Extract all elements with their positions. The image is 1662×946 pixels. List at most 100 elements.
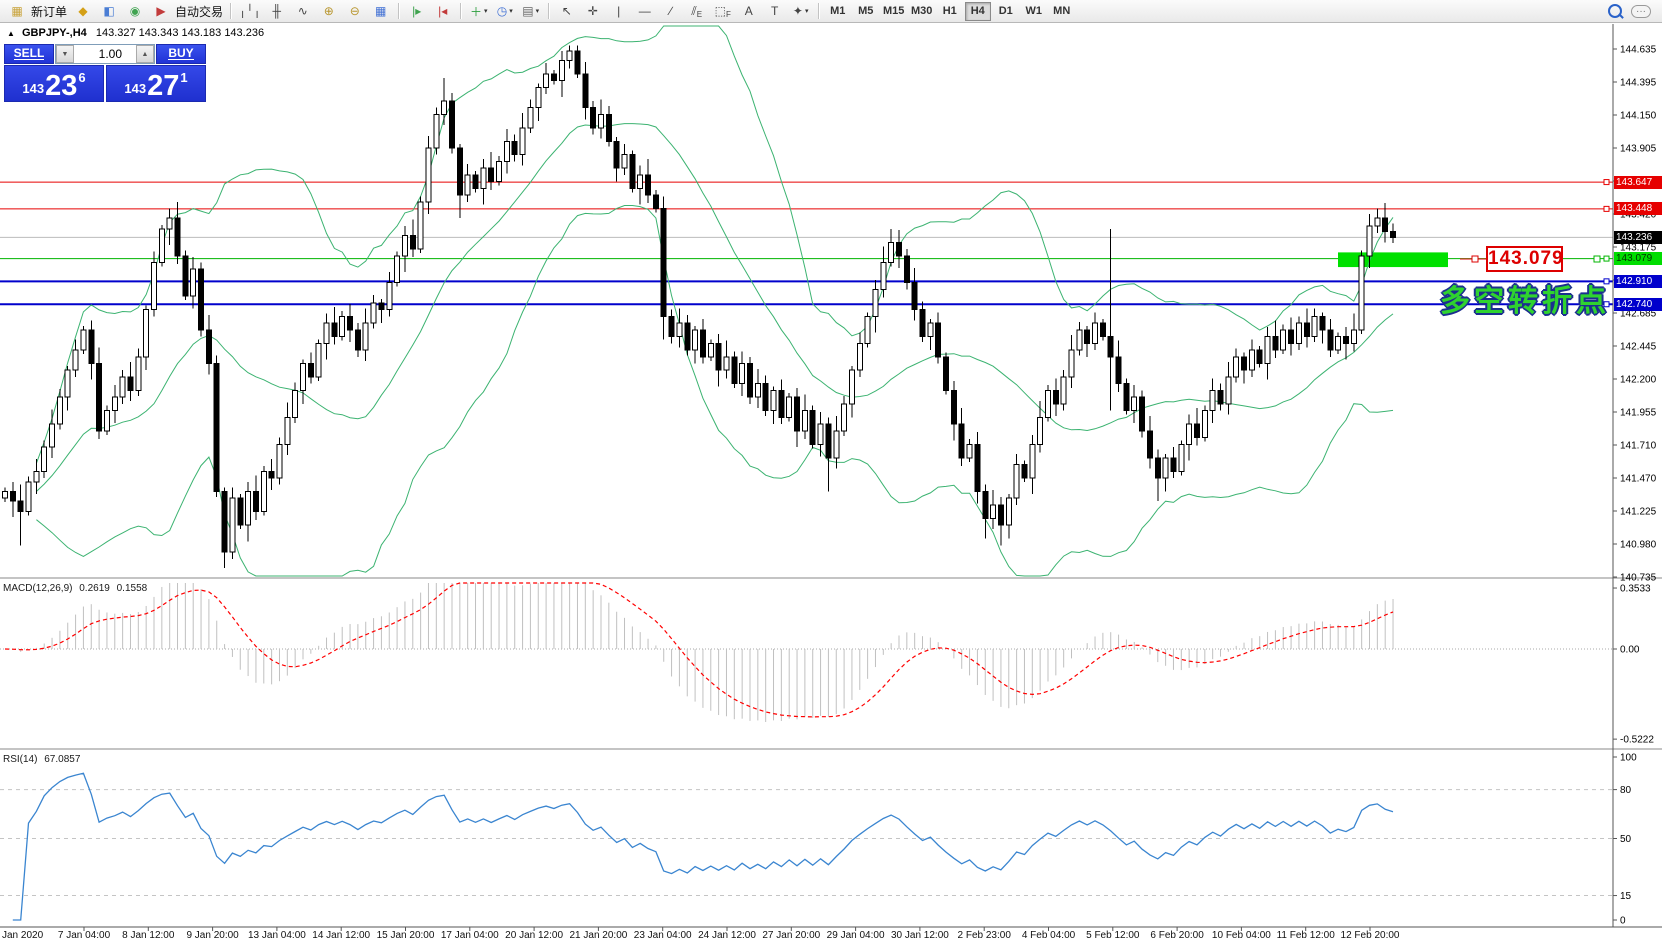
svg-text:21 Jan 20:00: 21 Jan 20:00 bbox=[569, 930, 627, 941]
svg-text:142.445: 142.445 bbox=[1620, 342, 1657, 353]
horizontal-line-objects[interactable] bbox=[0, 179, 1613, 308]
svg-text:0.3533: 0.3533 bbox=[1620, 584, 1651, 595]
new-order-label[interactable]: 新订单 bbox=[31, 4, 68, 19]
symbol-arrow-icon: ▲ bbox=[7, 29, 15, 38]
svg-text:20 Jan 12:00: 20 Jan 12:00 bbox=[505, 930, 563, 941]
timeframe-m15-button[interactable]: M15 bbox=[883, 5, 905, 17]
svg-text:0.00: 0.00 bbox=[1620, 645, 1640, 656]
macd-histogram bbox=[12, 583, 1394, 723]
toolbar-separator bbox=[817, 3, 820, 19]
text-label-button[interactable]: T bbox=[762, 1, 788, 22]
svg-text:140.980: 140.980 bbox=[1620, 540, 1657, 551]
svg-text:12 Feb 20:00: 12 Feb 20:00 bbox=[1341, 930, 1400, 941]
tile-windows-icon: ▦ bbox=[375, 4, 387, 18]
timeframe-d1-button[interactable]: D1 bbox=[998, 5, 1013, 17]
annotation-text-object[interactable]: 多空转折点 bbox=[1440, 285, 1610, 318]
chart-shift-button[interactable]: |◂ bbox=[430, 1, 456, 22]
macd-label: MACD(12,26,9) 0.2619 0.1558 bbox=[3, 583, 148, 594]
line-chart-icon: ∿ bbox=[297, 4, 308, 18]
dropdown-caret-icon: ▾ bbox=[509, 8, 513, 15]
svg-text:Jan 2020: Jan 2020 bbox=[2, 930, 44, 941]
trendline-icon: ∕ bbox=[669, 4, 672, 18]
volume-decrease-button[interactable]: ▼ bbox=[56, 45, 74, 63]
timeframe-h1-button[interactable]: H1 bbox=[942, 5, 957, 17]
periods-button[interactable]: ◷ ▾ bbox=[492, 1, 518, 22]
chat-button[interactable]: ··· bbox=[1628, 1, 1654, 22]
svg-text:142.200: 142.200 bbox=[1620, 375, 1657, 386]
vertical-line-button[interactable]: | bbox=[606, 1, 632, 22]
volume-increase-button[interactable]: ▲ bbox=[136, 45, 154, 63]
toolbar-separator bbox=[230, 3, 233, 19]
toolbar: ▦ 新订单 ◆ ◧ ◉ ▶ 自动交易 ╷╵╷ ╫ ∿ ⊕ ⊖ ▦ |▸ |◂ ＋ ▾ ◷ ▾ ▤ ▾ ↖ ✛… bbox=[0, 0, 1662, 23]
green-rectangle-object[interactable] bbox=[1338, 252, 1448, 268]
timeframe-h4-button[interactable]: H4 bbox=[964, 1, 991, 21]
line-chart-button[interactable]: ∿ bbox=[290, 1, 316, 22]
timeframe-m5-button[interactable]: M5 bbox=[858, 5, 874, 17]
buy-button[interactable]: BUY bbox=[156, 44, 206, 64]
svg-text:11 Feb 12:00: 11 Feb 12:00 bbox=[1277, 930, 1336, 941]
timeframe-mn-button[interactable]: MN bbox=[1053, 5, 1071, 17]
svg-text:141.225: 141.225 bbox=[1620, 507, 1657, 518]
svg-text:50: 50 bbox=[1620, 834, 1632, 845]
bar-chart-button[interactable]: ╷╵╷ bbox=[236, 1, 264, 22]
svg-text:142.685: 142.685 bbox=[1620, 309, 1657, 320]
price-badge-142.740: 142.740 bbox=[1614, 297, 1662, 311]
zoom-out-button[interactable]: ⊖ bbox=[342, 1, 368, 22]
market-watch-icon: ◧ bbox=[103, 4, 115, 18]
svg-text:144.395: 144.395 bbox=[1620, 78, 1657, 89]
cursor-button[interactable]: ↖ bbox=[554, 1, 580, 22]
bid-price[interactable]: 143 23 6 bbox=[4, 65, 104, 102]
svg-text:23 Jan 04:00: 23 Jan 04:00 bbox=[634, 930, 692, 941]
signals-icon: ◉ bbox=[129, 4, 141, 18]
equidistant-channel-icon: ⫽ bbox=[691, 3, 697, 18]
candlestick-chart-button[interactable]: ╫ bbox=[264, 1, 290, 22]
templates-button[interactable]: ▤ ▾ bbox=[518, 1, 544, 22]
icon-subscript: F bbox=[725, 9, 731, 19]
svg-text:15 Jan 20:00: 15 Jan 20:00 bbox=[377, 930, 435, 941]
auto-scroll-button[interactable]: |▸ bbox=[404, 1, 430, 22]
search-button[interactable] bbox=[1602, 1, 1628, 22]
svg-text:5 Feb 12:00: 5 Feb 12:00 bbox=[1086, 930, 1140, 941]
svg-text:140.735: 140.735 bbox=[1620, 573, 1657, 584]
dropdown-caret-icon: ▾ bbox=[804, 8, 809, 15]
timeframe-m30-button[interactable]: M30 bbox=[911, 5, 933, 17]
vertical-line-icon: | bbox=[617, 4, 621, 18]
indicator-list-button[interactable]: ◆ bbox=[70, 1, 96, 22]
text-button[interactable]: A bbox=[736, 1, 762, 22]
new-order-button[interactable]: ▦ bbox=[4, 1, 30, 22]
horizontal-line-button[interactable]: — bbox=[632, 1, 658, 22]
horizontal-line-icon: — bbox=[638, 4, 651, 18]
price-label-object[interactable]: 143.079 bbox=[1486, 246, 1563, 272]
auto-trading-label[interactable]: 自动交易 bbox=[175, 4, 224, 19]
auto-trading-button[interactable]: ▶ bbox=[148, 1, 174, 22]
fibonacci-button[interactable]: ⬚ F bbox=[710, 1, 736, 22]
rsi-axis-labels: 100 80 50 15 0 bbox=[1613, 753, 1637, 927]
svg-text:80: 80 bbox=[1620, 785, 1632, 796]
zoom-in-button[interactable]: ⊕ bbox=[316, 1, 342, 22]
tile-windows-button[interactable]: ▦ bbox=[368, 1, 394, 22]
timeframe-m1-button[interactable]: M1 bbox=[830, 5, 846, 17]
sell-button[interactable]: SELL bbox=[4, 44, 54, 64]
price-badge-143.448: 143.448 bbox=[1614, 202, 1662, 216]
trendline-button[interactable]: ∕ bbox=[658, 1, 684, 22]
svg-text:0: 0 bbox=[1620, 916, 1626, 927]
dropdown-caret-icon: ▾ bbox=[483, 8, 488, 15]
equidistant-channel-button[interactable]: ⫽ E bbox=[684, 1, 710, 22]
chart-shift-icon: |◂ bbox=[438, 4, 448, 18]
ask-price[interactable]: 143 27 1 bbox=[106, 65, 206, 102]
volume-field[interactable]: 1.00 bbox=[98, 47, 122, 61]
arrows-button[interactable]: ✦ ▾ bbox=[788, 1, 814, 22]
svg-text:29 Jan 04:00: 29 Jan 04:00 bbox=[827, 930, 885, 941]
toolbar-separator bbox=[547, 3, 550, 19]
macd-signal-line bbox=[4, 582, 1394, 718]
market-watch-button[interactable]: ◧ bbox=[96, 1, 122, 22]
signals-button[interactable]: ◉ bbox=[122, 1, 148, 22]
candlestick-chart-icon: ╫ bbox=[272, 4, 281, 18]
indicators-button[interactable]: ＋ ▾ bbox=[466, 1, 492, 22]
svg-text:17 Jan 04:00: 17 Jan 04:00 bbox=[441, 930, 499, 941]
text-icon: A bbox=[744, 4, 753, 18]
crosshair-button[interactable]: ✛ bbox=[580, 1, 606, 22]
timeframe-w1-button[interactable]: W1 bbox=[1025, 5, 1042, 17]
volume-spinner: ▼ 1.00 ▲ bbox=[55, 44, 155, 64]
